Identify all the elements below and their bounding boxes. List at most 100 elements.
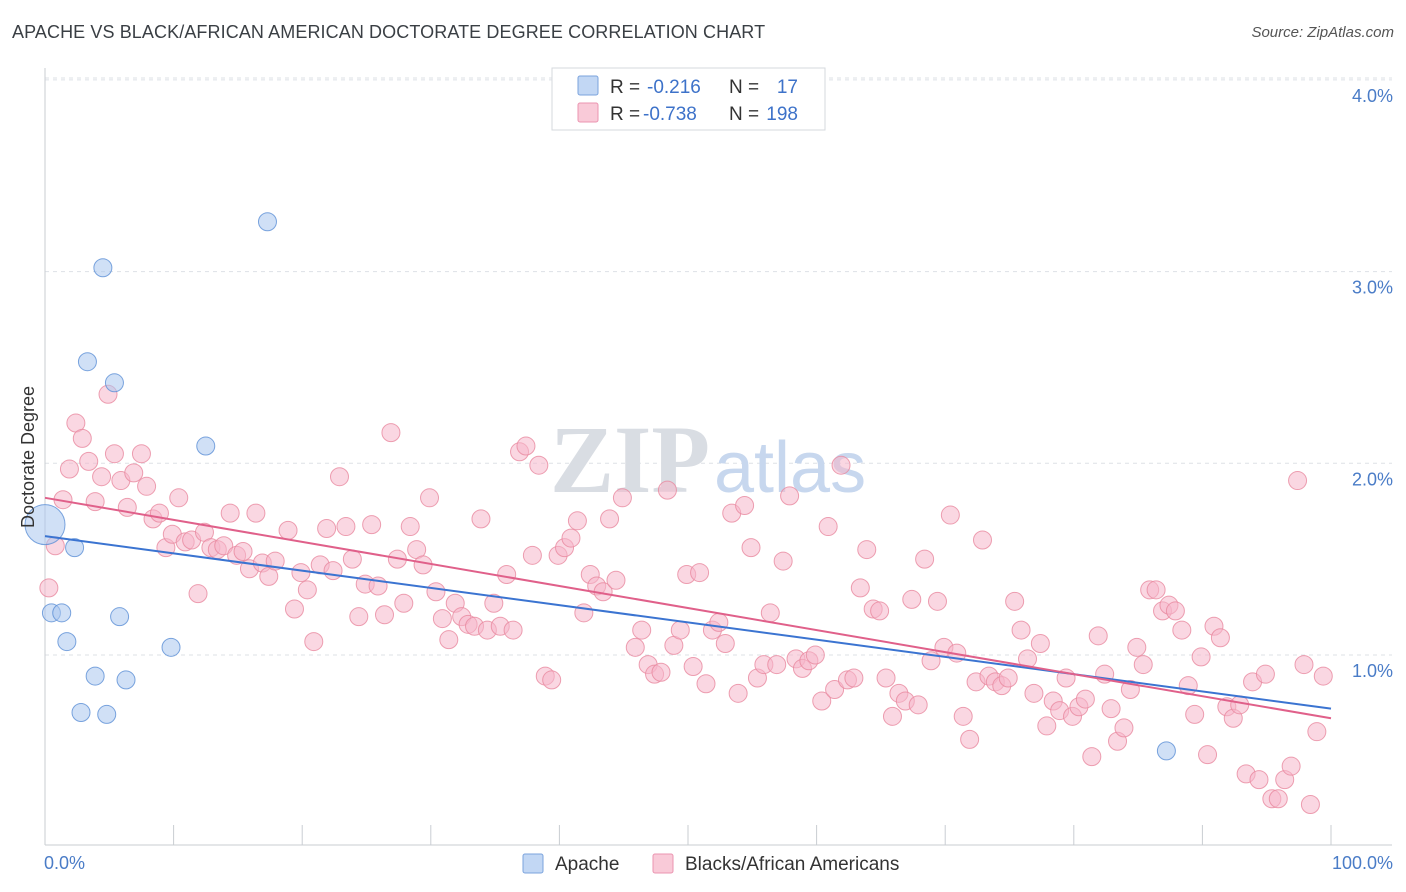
point-black <box>297 580 317 600</box>
legend-label-apache: Apache <box>555 854 619 875</box>
trend-line-apache <box>44 535 1332 710</box>
point-black <box>741 538 761 558</box>
point-black <box>1127 637 1147 657</box>
point-black <box>304 632 324 652</box>
point-apache <box>85 666 105 686</box>
point-black <box>960 729 980 749</box>
point-black <box>670 620 690 640</box>
point-black <box>375 605 395 625</box>
point-apache <box>161 637 181 657</box>
point-black <box>574 603 594 623</box>
point-black <box>606 570 626 590</box>
point-apache <box>93 258 113 278</box>
point-black <box>284 599 304 619</box>
legend-swatch-apache <box>522 853 544 874</box>
point-black <box>72 428 92 448</box>
point-black <box>1011 620 1031 640</box>
x-tick-label: 100.0% <box>1332 853 1393 873</box>
stats-r-label: R = <box>610 77 640 98</box>
point-apache <box>71 703 91 723</box>
point-black <box>857 540 877 560</box>
point-black <box>683 657 703 677</box>
point-black <box>908 695 928 715</box>
point-black <box>381 423 401 443</box>
point-black <box>104 444 124 464</box>
point-black <box>1255 664 1275 684</box>
point-apache <box>77 352 97 372</box>
point-black <box>927 591 947 611</box>
point-black <box>420 488 440 508</box>
point-black <box>915 549 935 569</box>
point-black <box>1313 666 1333 686</box>
point-black <box>1307 722 1327 742</box>
stats-swatch-black <box>577 102 599 123</box>
legend: Apache Blacks/African Americans <box>522 853 899 875</box>
point-black <box>291 563 311 583</box>
point-black <box>349 607 369 627</box>
x-tick-labels: 0.0% 100.0% <box>44 853 1393 873</box>
stats-r-label: R = <box>610 104 640 125</box>
point-apache <box>97 704 117 724</box>
chart-title: APACHE VS BLACK/AFRICAN AMERICAN DOCTORA… <box>12 22 766 42</box>
point-black <box>760 603 780 623</box>
point-black <box>1030 633 1050 653</box>
point-black <box>400 517 420 537</box>
stats-r-value: -0.216 <box>647 77 701 98</box>
stats-swatch-apache <box>577 75 599 96</box>
point-apache <box>257 212 277 232</box>
y-tick-label: 2.0% <box>1352 469 1393 489</box>
point-black <box>870 601 890 621</box>
point-black <box>600 509 620 529</box>
watermark: ZIP atlas <box>550 406 866 513</box>
stats-n-value: 198 <box>766 104 798 125</box>
point-black <box>39 578 59 598</box>
point-black <box>323 561 343 581</box>
point-black <box>1281 756 1301 776</box>
point-apache <box>196 436 216 456</box>
point-black <box>728 683 748 703</box>
y-tick-labels: 1.0% 2.0% 3.0% 4.0% <box>1352 86 1393 681</box>
point-black <box>902 589 922 609</box>
point-black <box>1191 647 1211 667</box>
point-black <box>567 511 587 531</box>
point-black <box>715 633 735 653</box>
point-black <box>709 612 729 632</box>
point-black <box>1101 699 1121 719</box>
point-black <box>1198 745 1218 765</box>
point-apache <box>52 603 72 623</box>
trend-lines <box>44 496 1332 720</box>
stats-n-label: N = <box>729 77 759 98</box>
point-black <box>1114 718 1134 738</box>
points-layer <box>24 212 1333 815</box>
point-black <box>484 593 504 613</box>
stats-n-label: N = <box>729 104 759 125</box>
axes <box>44 68 1392 846</box>
point-black <box>1210 628 1230 648</box>
point-black <box>825 680 845 700</box>
point-black <box>876 668 896 688</box>
point-black <box>336 517 356 537</box>
point-black <box>953 706 973 726</box>
point-black <box>625 637 645 657</box>
point-black <box>805 645 825 665</box>
point-black <box>657 480 677 500</box>
point-black <box>818 517 838 537</box>
legend-swatch-black <box>652 853 674 874</box>
point-black <box>59 459 79 479</box>
point-black <box>1288 471 1308 491</box>
x-tick-label: 0.0% <box>44 853 85 873</box>
point-apache <box>65 538 85 558</box>
point-black <box>214 536 234 556</box>
point-black <box>413 555 433 575</box>
y-tick-label: 4.0% <box>1352 86 1393 106</box>
point-black <box>1294 655 1314 675</box>
stats-n-value: 17 <box>777 77 798 98</box>
point-black <box>844 668 864 688</box>
point-black <box>1249 770 1269 790</box>
point-black <box>137 476 157 496</box>
point-black <box>632 620 652 640</box>
point-black <box>773 551 793 571</box>
point-black <box>780 486 800 506</box>
trend-line-black <box>44 496 1332 720</box>
